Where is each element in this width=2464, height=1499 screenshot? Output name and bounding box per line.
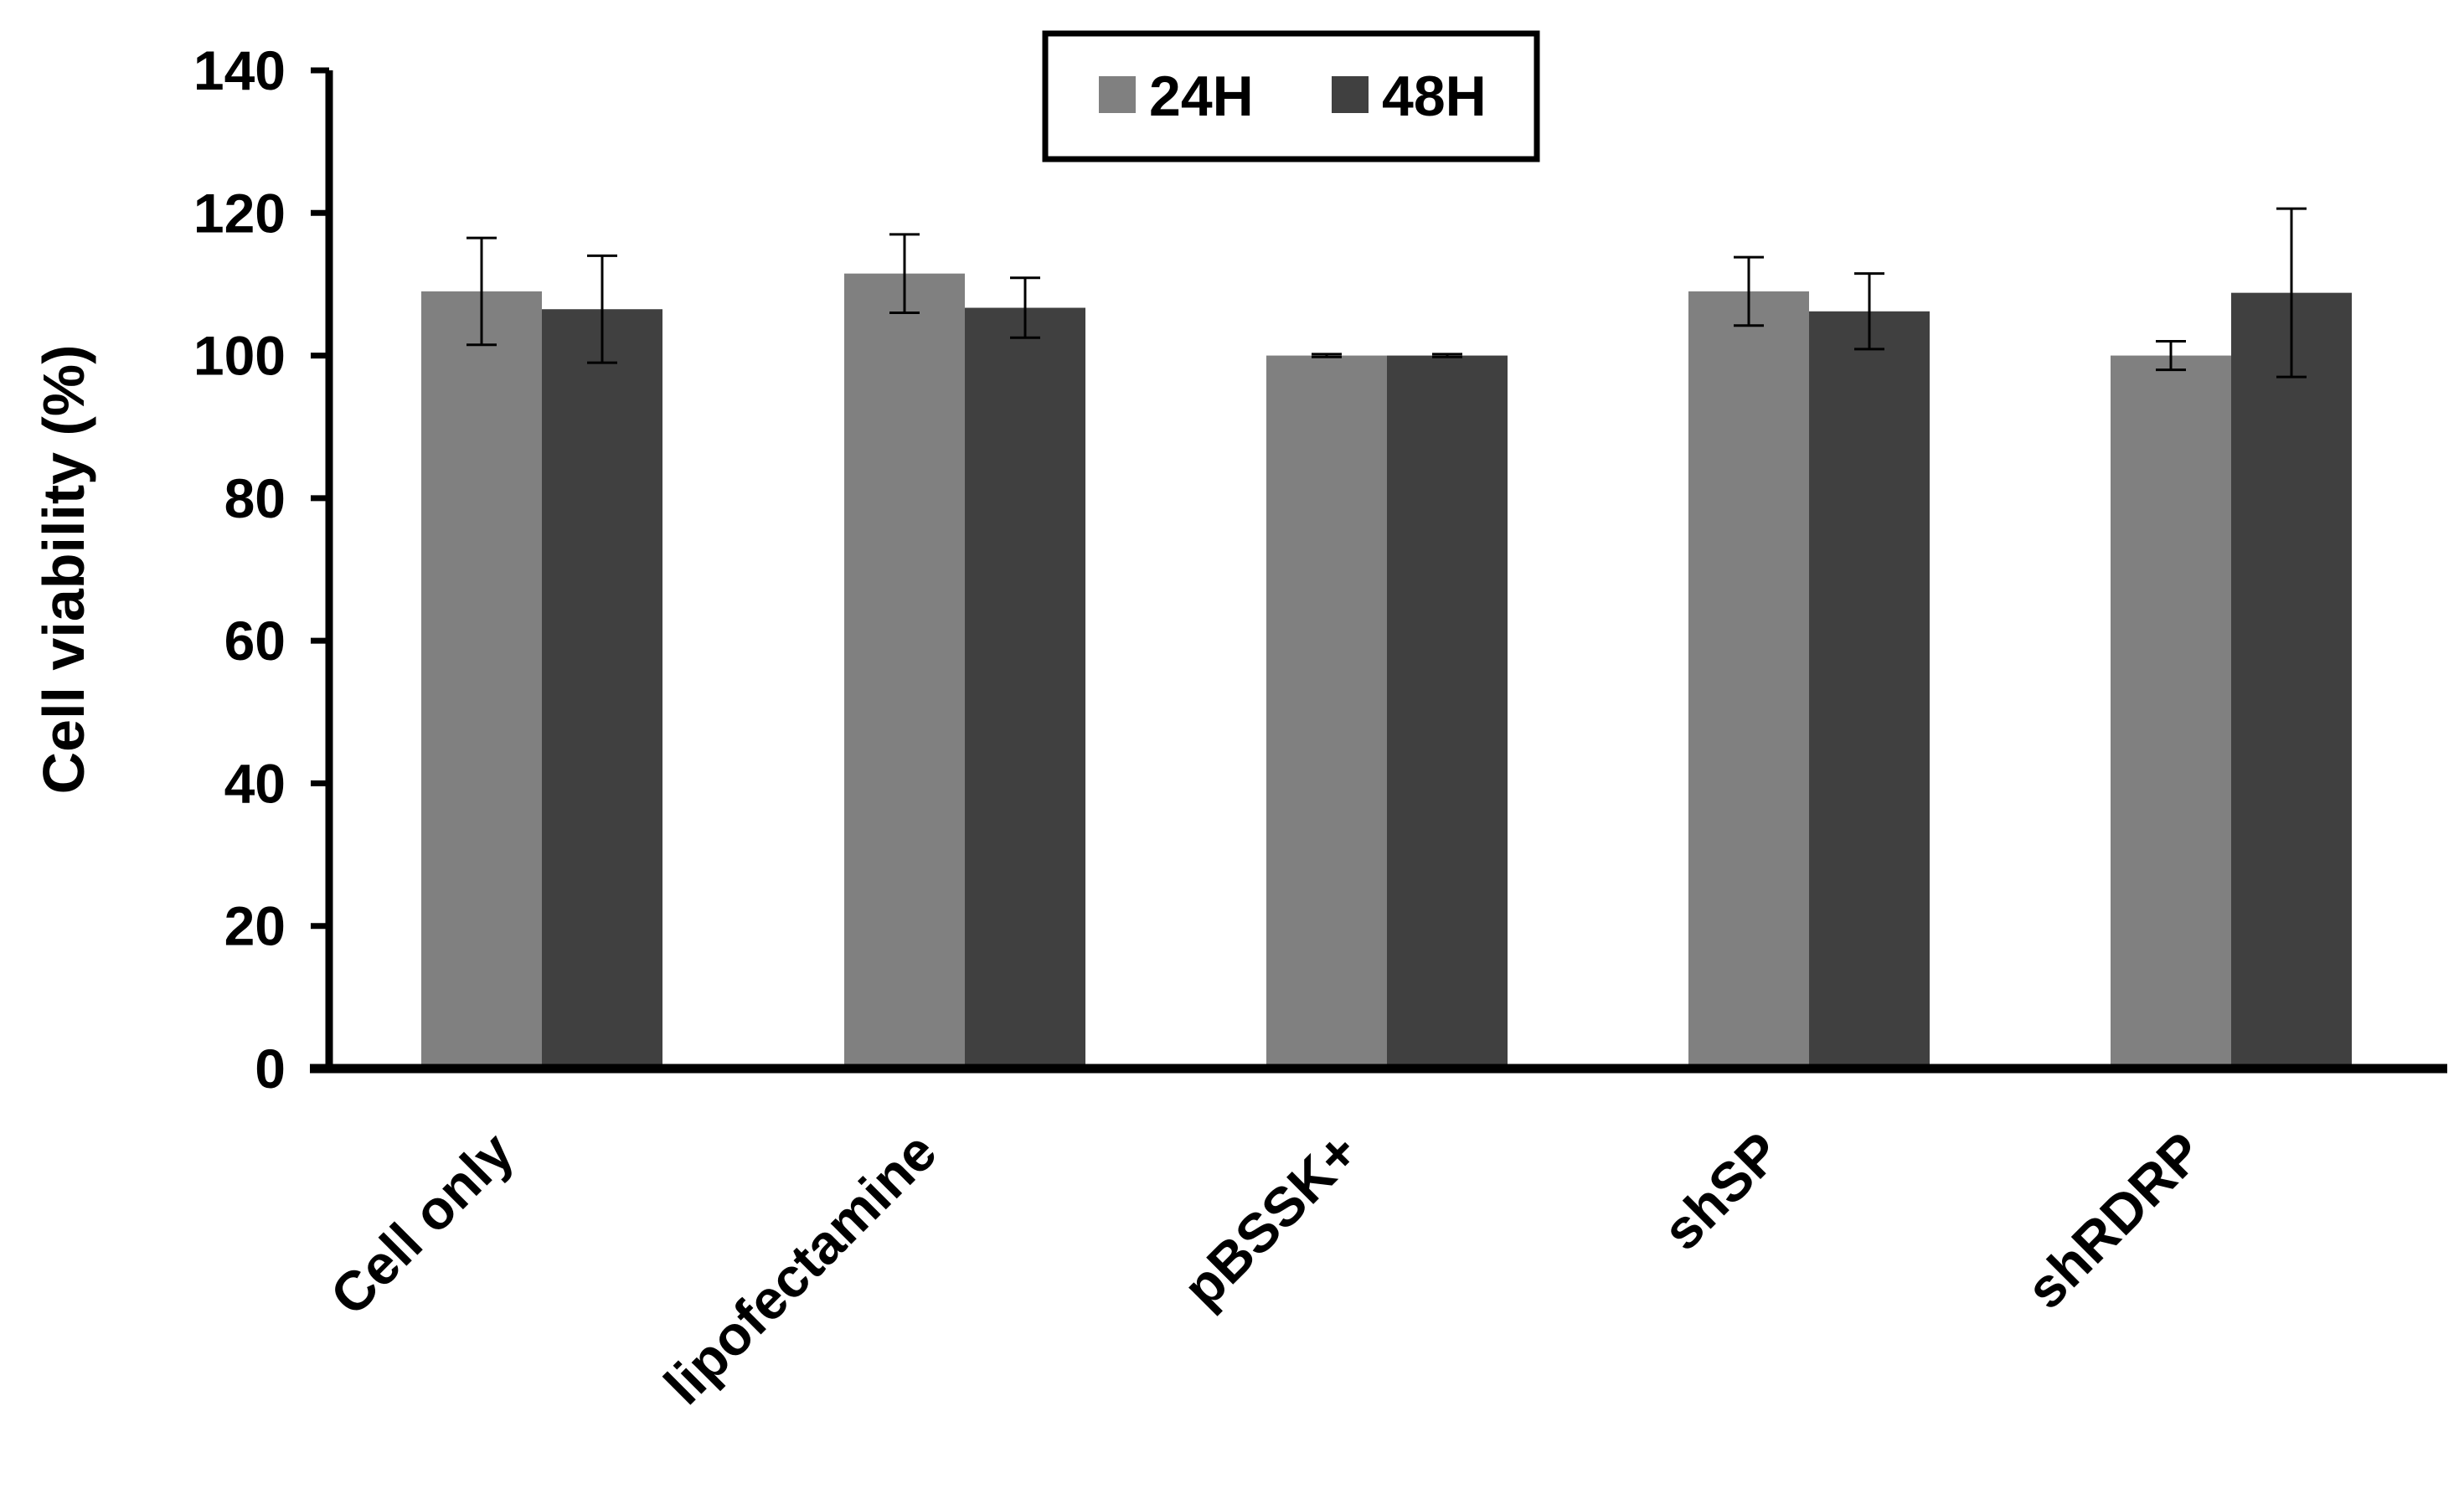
error-bar-24h-pbssk (1312, 353, 1342, 358)
y-ticks: 0 20 40 60 80 100 120 140 (193, 39, 329, 1100)
bar-24h-pbssk (1266, 355, 1387, 1069)
error-bar-48h-shrdrp (2276, 207, 2307, 379)
bar-24h-lipofectamine (844, 273, 965, 1069)
y-tick-label: 20 (224, 895, 286, 957)
category-label-lipofectamine: lipofectamine (652, 1120, 948, 1416)
legend-label-48h: 48H (1382, 64, 1487, 128)
legend: 24H 48H (1042, 30, 1540, 162)
category-label-shrdrp: shRDRP (2014, 1120, 2214, 1321)
error-bar-24h-shrdrp (2156, 340, 2186, 372)
error-bar-48h-cell-only (587, 254, 617, 364)
y-tick-label: 60 (224, 610, 286, 672)
category-label-pbssk: pBSSK+ (1171, 1120, 1370, 1320)
legend-swatch-24h (1099, 76, 1136, 113)
error-bar-48h-pbssk (1432, 353, 1462, 358)
category-label-shsp: shSP (1651, 1120, 1792, 1262)
bar-24h-cell-only (421, 291, 542, 1069)
error-bars (467, 207, 2307, 379)
bar-48h-shrdrp (2231, 292, 2352, 1069)
legend-swatch-48h (1332, 76, 1369, 113)
y-tick-label: 0 (255, 1038, 286, 1100)
bar-48h-shsp (1809, 311, 1930, 1069)
bar-48h-pbssk (1387, 355, 1508, 1069)
y-tick-label: 140 (193, 39, 286, 101)
y-axis-label: Cell viability (%) (31, 345, 96, 795)
category-label-cell-only: Cell only (318, 1120, 525, 1326)
bar-24h-shsp (1688, 291, 1809, 1069)
error-bar-48h-shsp (1854, 272, 1884, 351)
y-tick-label: 80 (224, 467, 286, 529)
error-bar-24h-lipofectamine (889, 233, 920, 314)
bar-24h-shrdrp (2111, 355, 2231, 1069)
category-labels: Cell only lipofectamine pBSSK+ shSP shRDRP (318, 1120, 2214, 1415)
error-bar-24h-shsp (1734, 255, 1764, 327)
y-tick-label: 40 (224, 752, 286, 814)
bar-48h-lipofectamine (965, 307, 1085, 1069)
error-bar-24h-cell-only (467, 236, 497, 347)
bars (421, 273, 2352, 1069)
y-tick-label: 100 (193, 325, 286, 387)
error-bar-48h-lipofectamine (1010, 276, 1040, 339)
y-tick-label: 120 (193, 182, 286, 244)
axes (310, 70, 2447, 1074)
legend-label-24h: 24H (1149, 64, 1254, 128)
bar-48h-cell-only (542, 309, 662, 1069)
